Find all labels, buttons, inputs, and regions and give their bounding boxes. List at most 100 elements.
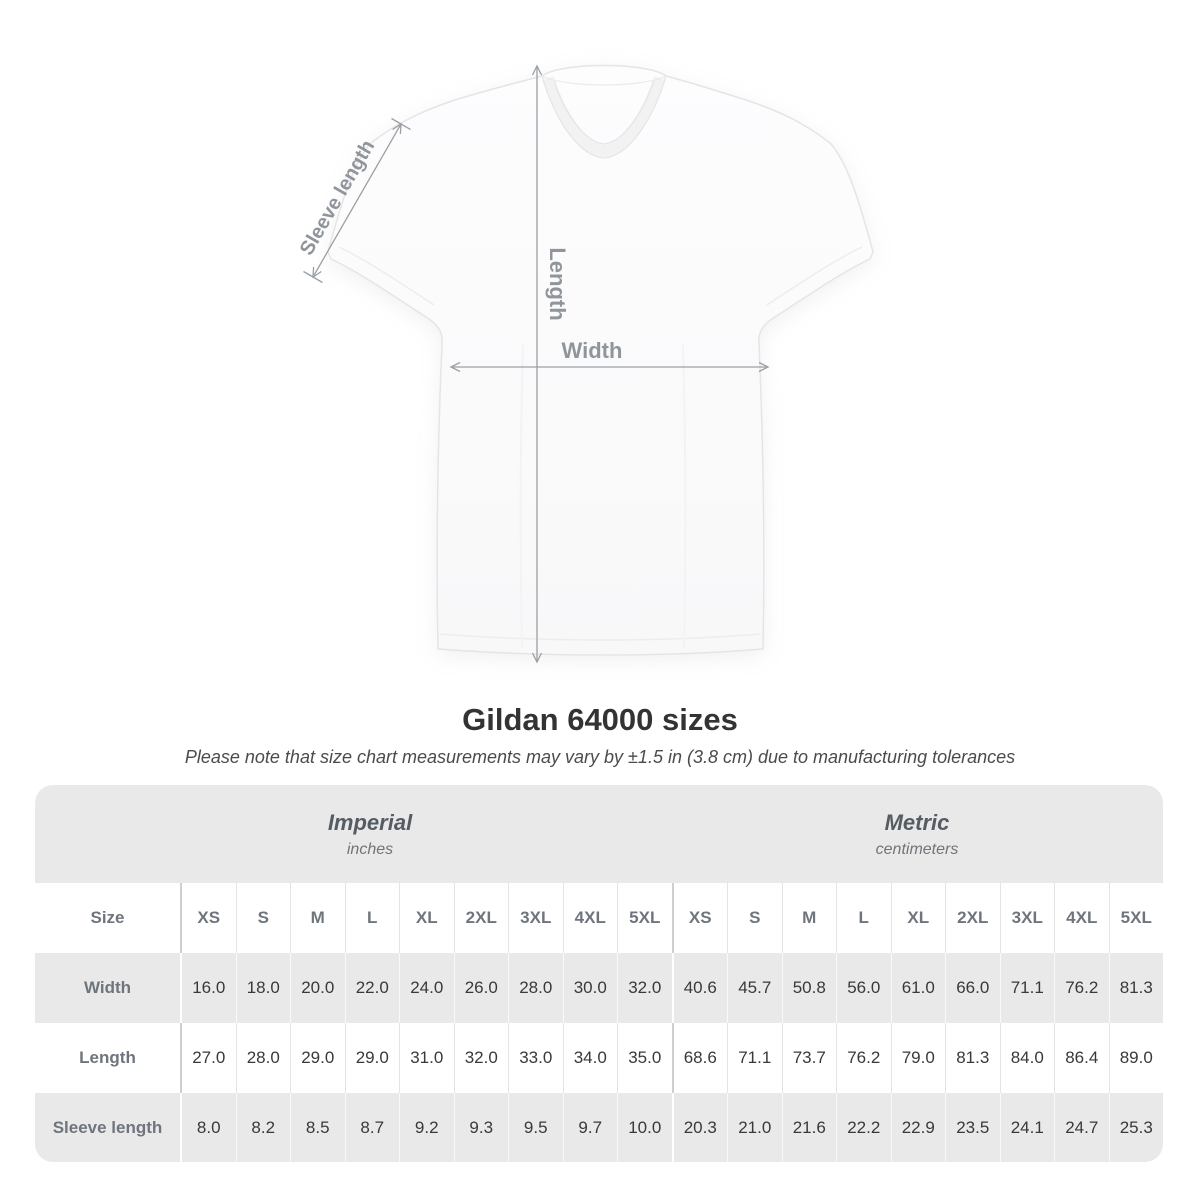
value-imperial-3: 8.7	[344, 1093, 400, 1162]
size-col-imperial-4: XL	[399, 883, 454, 953]
table-header: Imperial inches Metric centimeters	[35, 785, 1163, 883]
value-imperial-5: 9.3	[453, 1093, 509, 1162]
size-col-imperial-8: 5XL	[617, 883, 672, 953]
value-metric-1: 21.0	[727, 1093, 782, 1162]
section-imperial-unit: inches	[346, 840, 394, 858]
value-imperial-4: 9.2	[399, 1093, 454, 1162]
value-metric-0: 20.3	[671, 1093, 728, 1162]
size-col-metric-1: S	[727, 883, 782, 953]
value-imperial-8: 35.0	[617, 1023, 672, 1093]
length-label: Length	[545, 247, 570, 321]
value-imperial-8: 32.0	[617, 953, 672, 1023]
value-metric-5: 66.0	[945, 953, 1000, 1023]
size-table: Imperial inches Metric centimeters Size …	[35, 785, 1163, 1162]
value-metric-2: 73.7	[781, 1023, 837, 1093]
value-imperial-5: 26.0	[453, 953, 509, 1023]
value-imperial-1: 18.0	[235, 953, 291, 1023]
size-col-metric-0: XS	[671, 883, 728, 953]
size-col-metric-2: M	[781, 883, 837, 953]
size-col-metric-4: XL	[890, 883, 946, 953]
value-imperial-7: 34.0	[562, 1023, 618, 1093]
tshirt-graphic	[327, 64, 874, 656]
size-col-imperial-6: 3XL	[508, 883, 563, 953]
data-row-1: Length 27.0 28.0 29.0 29.0 31.0 32.0 33.0 34.0 3…	[35, 1023, 1163, 1093]
value-metric-4: 61.0	[890, 953, 946, 1023]
value-metric-1: 45.7	[727, 953, 782, 1023]
size-col-metric-8: 5XL	[1108, 883, 1164, 953]
size-col-imperial-3: L	[344, 883, 400, 953]
value-metric-6: 71.1	[999, 953, 1055, 1023]
size-col-metric-5: 2XL	[945, 883, 1000, 953]
value-imperial-8: 10.0	[617, 1093, 672, 1162]
section-imperial: Imperial inches	[35, 785, 671, 883]
size-col-imperial-0: XS	[180, 883, 236, 953]
data-row-2: Sleeve length 8.0 8.2 8.5 8.7 9.2 9.3 9.5 9.7 10…	[35, 1093, 1163, 1162]
size-col-metric-7: 4XL	[1054, 883, 1109, 953]
section-metric-unit: centimeters	[875, 840, 959, 858]
value-imperial-7: 9.7	[562, 1093, 618, 1162]
value-imperial-2: 29.0	[290, 1023, 345, 1093]
value-imperial-1: 28.0	[235, 1023, 291, 1093]
value-metric-3: 76.2	[836, 1023, 891, 1093]
value-imperial-6: 9.5	[508, 1093, 563, 1162]
value-metric-3: 22.2	[836, 1093, 891, 1162]
value-metric-2: 21.6	[781, 1093, 837, 1162]
value-imperial-1: 8.2	[235, 1093, 291, 1162]
width-label: Width	[561, 338, 623, 363]
value-imperial-6: 33.0	[508, 1023, 563, 1093]
value-imperial-0: 8.0	[180, 1093, 236, 1162]
row-label-length: Length	[79, 1048, 136, 1067]
row-label-sleeve-length: Sleeve length	[52, 1117, 163, 1137]
section-imperial-name: Imperial	[327, 809, 413, 835]
bottom-hem	[439, 633, 762, 641]
value-metric-5: 23.5	[945, 1093, 1000, 1162]
size-col-metric-3: L	[836, 883, 891, 953]
collar-outer-edge	[541, 75, 667, 159]
size-col-imperial-7: 4XL	[562, 883, 618, 953]
value-metric-7: 24.7	[1054, 1093, 1109, 1162]
value-metric-7: 86.4	[1054, 1023, 1109, 1093]
value-metric-0: 68.6	[671, 1023, 728, 1093]
size-col-imperial-5: 2XL	[453, 883, 509, 953]
value-metric-3: 56.0	[836, 953, 891, 1023]
section-metric-name: Metric	[884, 809, 950, 835]
value-imperial-0: 16.0	[180, 953, 236, 1023]
value-imperial-4: 31.0	[399, 1023, 454, 1093]
length-line	[531, 64, 543, 664]
value-metric-4: 22.9	[890, 1093, 946, 1162]
size-col-metric-6: 3XL	[999, 883, 1055, 953]
collar-inner-edge	[553, 79, 655, 145]
page-subtitle: Please note that size chart measurements…	[184, 747, 1016, 767]
value-imperial-3: 29.0	[344, 1023, 400, 1093]
value-metric-8: 25.3	[1108, 1093, 1164, 1162]
page-title: Gildan 64000 sizes	[462, 702, 738, 737]
size-label-cell: Size	[90, 908, 125, 927]
value-imperial-3: 22.0	[344, 953, 400, 1023]
value-metric-7: 76.2	[1054, 953, 1109, 1023]
sleeve-hem-right	[766, 246, 863, 306]
value-metric-6: 24.1	[999, 1093, 1055, 1162]
dimension-lines	[303, 64, 770, 664]
tshirt-body	[327, 64, 874, 656]
sleeve-length-arrow	[303, 117, 411, 284]
fold-left	[519, 344, 524, 649]
value-imperial-6: 28.0	[508, 953, 563, 1023]
fold-right	[682, 344, 687, 649]
tshirt-diagram	[303, 64, 874, 664]
size-row: Size XS S M L XL 2XL 3XL 4XL 5XL XS S M L XL 2XL 3XL 4XL…	[35, 883, 1163, 953]
value-imperial-5: 32.0	[453, 1023, 509, 1093]
value-imperial-7: 30.0	[562, 953, 618, 1023]
value-imperial-0: 27.0	[180, 1023, 236, 1093]
collar-back-edge	[541, 75, 667, 86]
collar-band	[542, 76, 666, 158]
row-label-width: Width	[83, 978, 132, 997]
section-metric: Metric centimeters	[671, 785, 1163, 883]
sleeve-hem-left	[338, 246, 435, 306]
data-row-0: Width 16.0 18.0 20.0 22.0 24.0 26.0 28.0 30.0 32…	[35, 953, 1163, 1023]
value-metric-6: 84.0	[999, 1023, 1055, 1093]
value-imperial-2: 8.5	[290, 1093, 345, 1162]
value-metric-0: 40.6	[671, 953, 728, 1023]
size-col-imperial-2: M	[290, 883, 345, 953]
value-metric-5: 81.3	[945, 1023, 1000, 1093]
